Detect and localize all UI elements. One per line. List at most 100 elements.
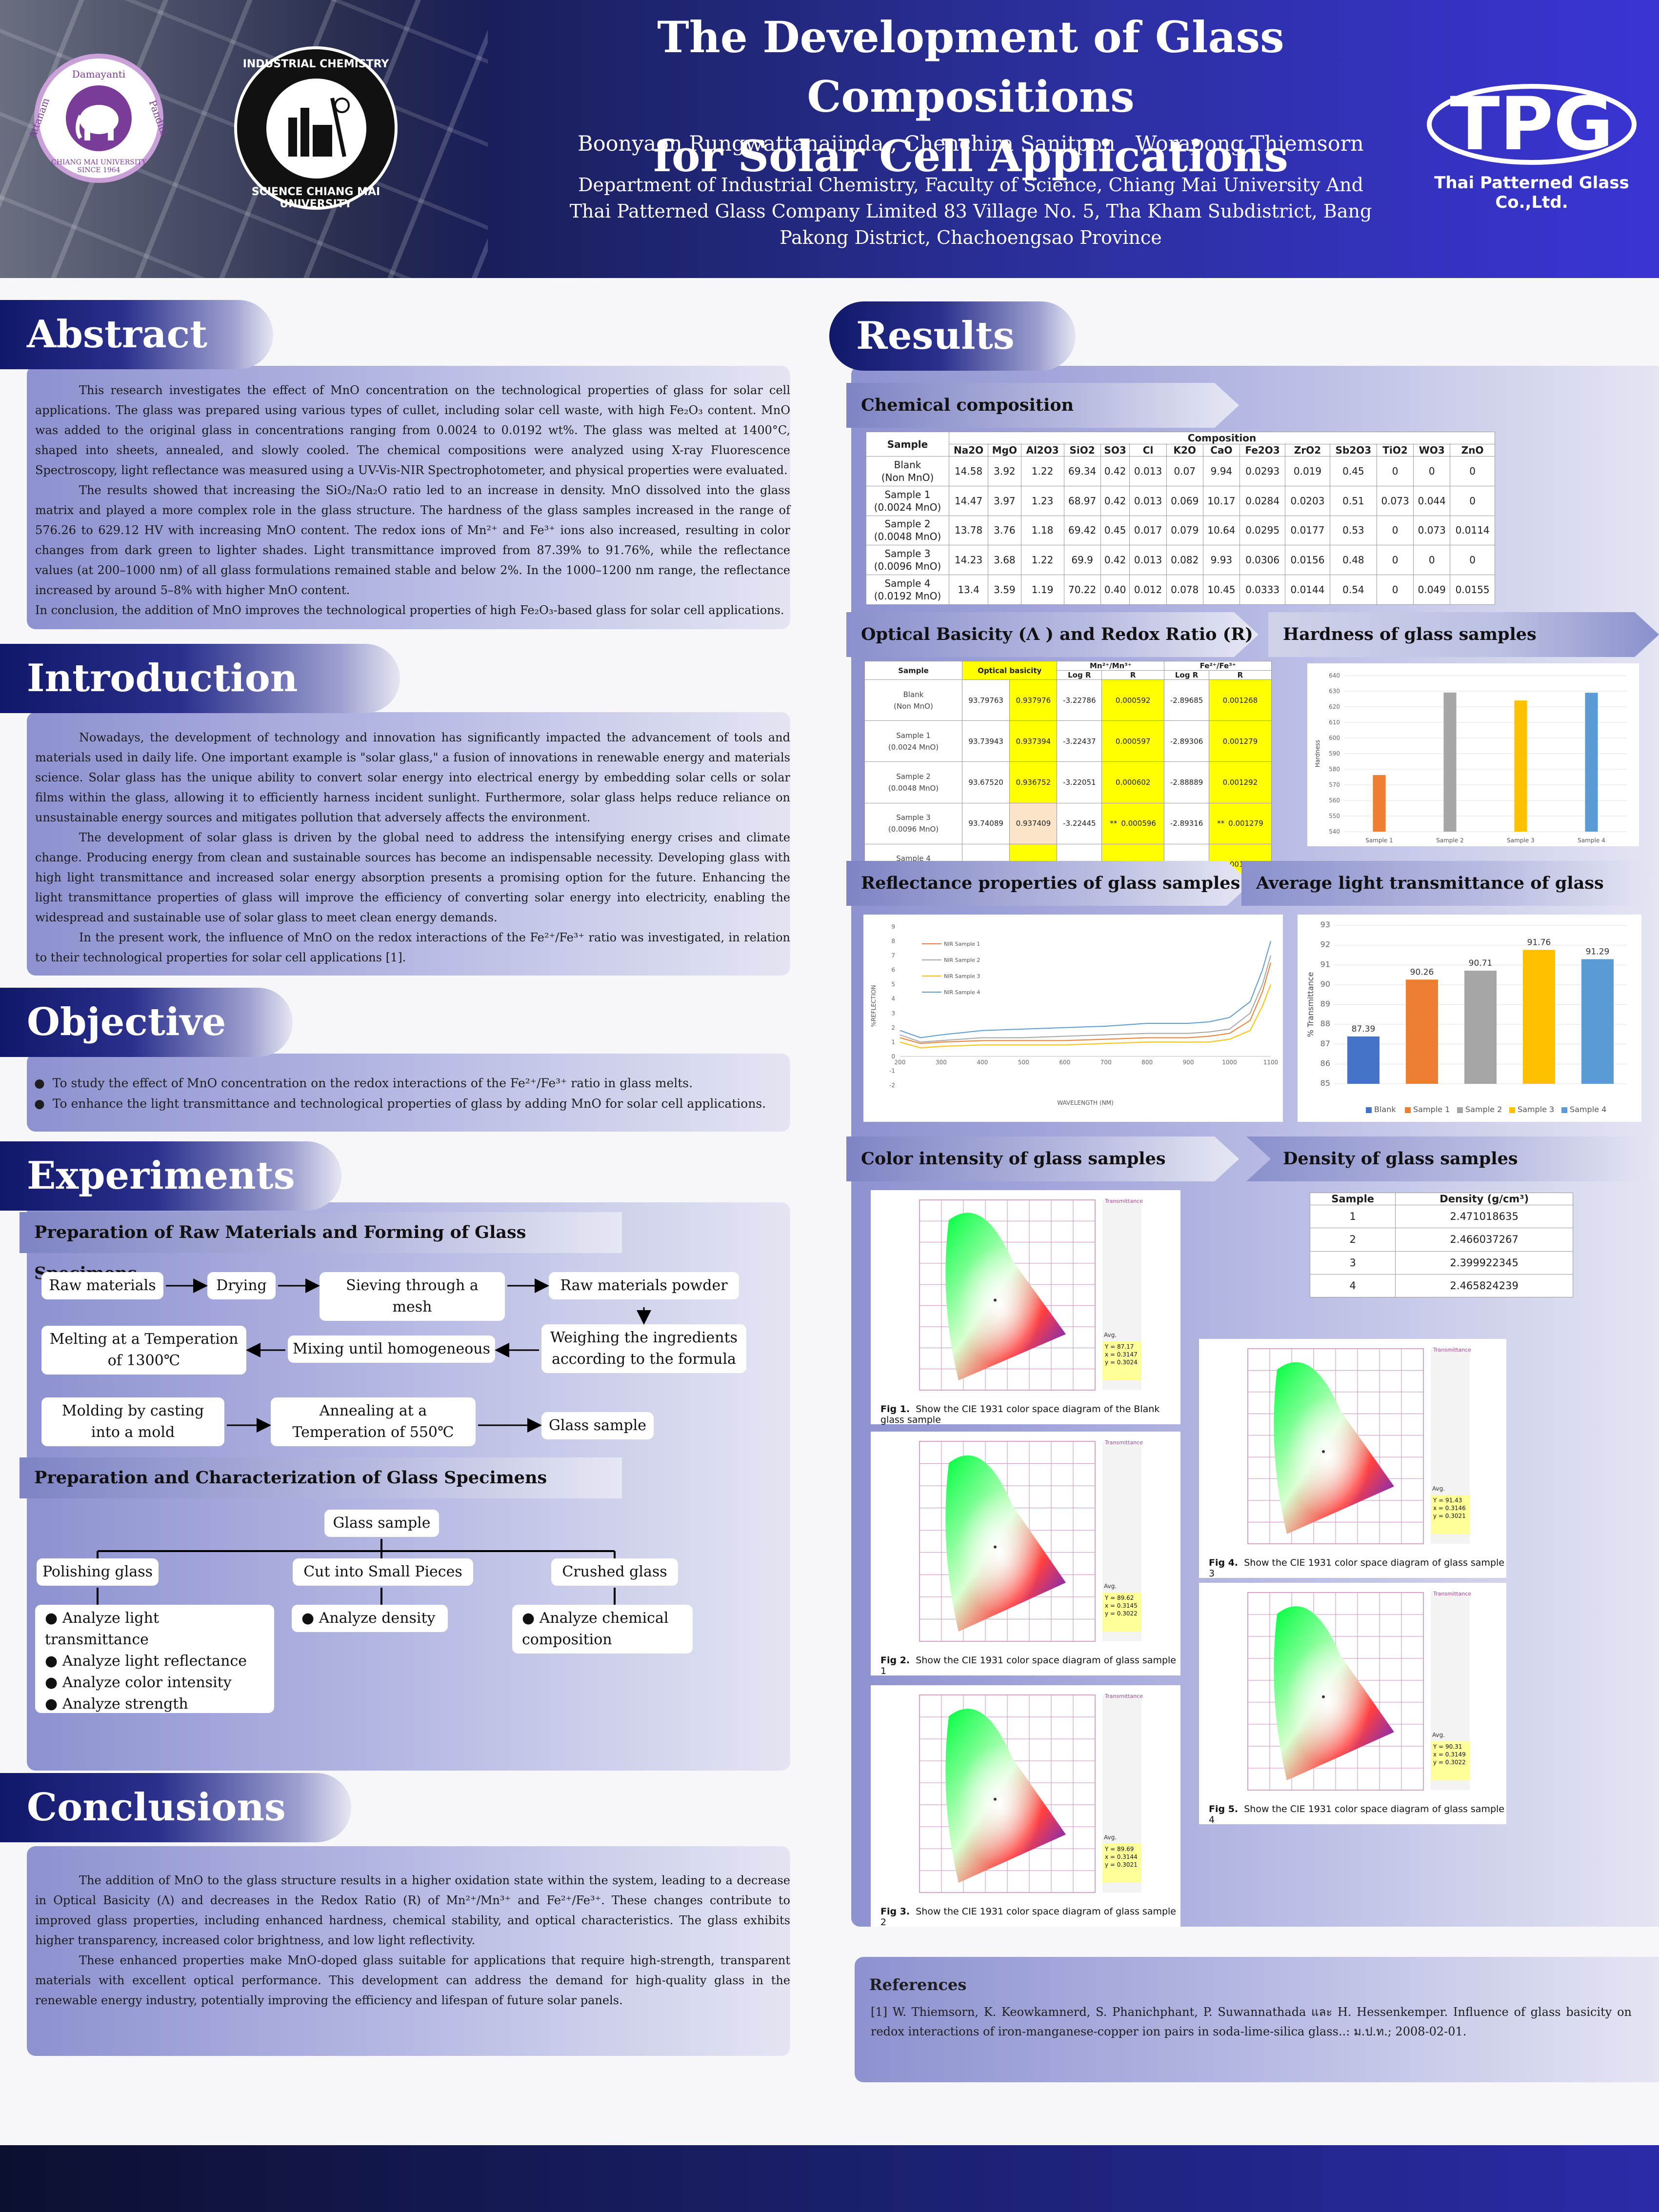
sample-mno: (0.0096 MnO) [874, 560, 941, 573]
y-tick-label: 0 [891, 1053, 895, 1060]
references-text: [1] W. Thiemsorn, K. Keowkamnerd, S. Pha… [871, 2005, 1632, 2038]
sample-mno: (0.0024 MnO) [888, 742, 939, 752]
chem-table-cell: 10.45 [1202, 575, 1240, 605]
opt-table-value: 0.000596 [1121, 819, 1156, 828]
legend-label: NIR Sample 1 [944, 941, 980, 947]
sample-mno: (0.0096 MnO) [888, 825, 939, 834]
cie-readout: y = 0.3021 [1105, 1861, 1138, 1868]
abstract-heading: Abstract [0, 300, 273, 369]
chem-table-column-header: TiO2 [1376, 444, 1414, 457]
chem-table-cell: 0.0144 [1285, 575, 1330, 605]
opt-table-value: 0.001279 [1228, 819, 1263, 828]
cie-diagram [1247, 1592, 1470, 1791]
objective-item: ● To enhance the light transmittance and… [34, 1096, 766, 1111]
chem-table-body: Blank (Non MnO) 14.58 3.92 1.22 69.34 0.42 0.01… [866, 456, 1495, 605]
chem-table-cell: 0.42 [1100, 485, 1130, 516]
series-line [899, 962, 1271, 1044]
legend-label: Sample 1 [1413, 1105, 1450, 1114]
introduction-heading: Introduction [0, 644, 400, 713]
chem-table-sample-cell: Sample 2 (0.0048 MnO) [866, 515, 949, 546]
table-row: 2 2.466037267 [1309, 1228, 1573, 1252]
figure-caption: Fig 3. Show the CIE 1931 color space dia… [880, 1906, 1180, 1928]
flow2-crushed: Crushed glass [551, 1558, 678, 1586]
results-heading: Results [829, 301, 1076, 371]
chem-table-cell: 0.044 [1413, 485, 1451, 516]
opt-table-cell: 0.937394 [1009, 720, 1058, 762]
figure-label: Fig 5. [1209, 1804, 1239, 1814]
chem-table-cell: 13.78 [948, 515, 989, 546]
cie-readout: y = 0.3021 [1433, 1513, 1466, 1519]
chem-table-cell: 3.97 [988, 485, 1021, 516]
abstract-paragraph-1: This research investigates the effect of… [35, 383, 790, 477]
flow2-polishing-item: ● Analyze strength [45, 1695, 188, 1713]
chem-logo-bottom-text: SCIENCE CHIANG MAI UNIVERSITY [251, 186, 380, 210]
cie-readout: Y = 90.31 [1433, 1743, 1462, 1750]
flow-glass-sample: Glass sample [541, 1412, 654, 1439]
poster-title: The Development of Glass Compositions fo… [498, 7, 1444, 186]
series-line [899, 984, 1271, 1049]
conclusions-paragraph-2: These enhanced properties make MnO-doped… [35, 1953, 790, 2007]
abstract-panel [27, 366, 790, 629]
chemical-composition-title: Chemical composition [846, 383, 1239, 428]
y-tick-label: 610 [1329, 719, 1340, 726]
y-tick-label: 540 [1329, 828, 1340, 835]
x-tick-label: 1100 [1263, 1059, 1279, 1066]
figure-caption-text: Show the CIE 1931 color space diagram of… [880, 1404, 1160, 1425]
flow-molding: Molding by casting into a mold [41, 1397, 224, 1446]
flow2-crushed-list: ● Analyze chemical composition [512, 1605, 693, 1654]
chem-table-cell: 0 [1413, 456, 1451, 486]
bar [1523, 950, 1555, 1084]
flow-melting: Melting at a Temperation of 1300℃ [41, 1326, 246, 1375]
chem-table-cell: 0 [1376, 515, 1414, 546]
opt-table-cell: 93.67520 [961, 761, 1010, 803]
sample-mno: (Non MnO) [894, 701, 933, 711]
x-tick-label: 500 [1018, 1059, 1029, 1066]
table-row: Sample 2 (0.0048 MnO) 93.67520 0.936752 -3.2… [864, 761, 1272, 803]
cie-readout: x = 0.3149 [1433, 1751, 1466, 1758]
cie-diagram [919, 1441, 1141, 1642]
chem-table-cell: 1.18 [1020, 515, 1064, 546]
chem-table-column-header: Sb2O3 [1329, 444, 1377, 457]
chem-table-cell: 0.079 [1166, 515, 1203, 546]
y-tick-label: 640 [1329, 672, 1340, 679]
opt-table-cell: -2.89316 [1164, 802, 1209, 844]
legend-swatch [1457, 1107, 1463, 1113]
abstract-paragraph-3: In conclusion, the addition of MnO impro… [35, 603, 784, 617]
legend-label: Sample 4 [1570, 1105, 1606, 1114]
chem-table-cell: 10.64 [1202, 515, 1240, 546]
chem-table-cell: 70.22 [1063, 575, 1101, 605]
industrial-chemistry-logo: INDUSTRIAL CHEMISTRY SCIENCE CHIANG MAI … [234, 46, 398, 210]
authors: Boonyaon Rungwattanajinda , Chenchira Sa… [578, 132, 1364, 156]
cie-readout: Y = 91.43 [1433, 1497, 1462, 1504]
significance-mark: ** [1217, 819, 1225, 828]
chem-table-cell: 0.078 [1166, 575, 1203, 605]
chem-table-cell: 0.48 [1329, 545, 1377, 576]
footer-banner [0, 2145, 1659, 2212]
flow-arrows [166, 1278, 651, 1433]
chem-table-cell: 69.34 [1063, 456, 1101, 486]
opt-table-cell: 0.937409 [1009, 802, 1058, 844]
legend-label: NIR Sample 3 [944, 973, 980, 979]
figure-label: Fig 4. [1209, 1557, 1239, 1568]
cie-figure: Transmittance Avg. Y = 89.62 x = 0.3145 y = … [871, 1432, 1180, 1676]
cie-avg-label: Avg. [1104, 1332, 1117, 1338]
opt-table-cell: 0.000592 [1101, 679, 1165, 721]
cmu-logo-bottom-text: CHIANG MAI UNIVERSITY SINCE 1964 [51, 159, 147, 174]
legend-swatch [1561, 1107, 1567, 1113]
density-table-sample-header: Sample [1309, 1193, 1396, 1205]
bar [1443, 692, 1457, 832]
y-axis-label: Hardness [1314, 740, 1321, 767]
y-tick-label: 590 [1329, 750, 1340, 757]
chem-table-cell: 0.017 [1129, 515, 1167, 546]
density-table-body: 1 2.471018635 2 2.466037267 3 2.399922345 4 2.4… [1309, 1204, 1573, 1298]
reflectance-chart-svg: -2 -1 0 1 2 3 4 5 6 7 8 9 200 300 400 500 600 700 800 900 10… [870, 923, 1279, 1106]
chem-table-cell: 0.0306 [1239, 545, 1286, 576]
optical-basicity-table: Sample Optical basicity Mn²⁺/Mn³⁺ Fe²⁺/F… [864, 661, 1272, 886]
chem-table-cell: 10.17 [1202, 485, 1240, 516]
y-tick-label: -1 [889, 1067, 895, 1074]
chem-table-cell: 0.049 [1413, 575, 1451, 605]
sample-name: Sample 1 [884, 488, 931, 500]
density-table-header: Sample Density (g/cm³) [1309, 1193, 1573, 1205]
table-row: Sample 2 (0.0048 MnO) 13.78 3.76 1.18 69.42 0.… [866, 515, 1495, 546]
y-tick-label: 550 [1329, 813, 1340, 819]
